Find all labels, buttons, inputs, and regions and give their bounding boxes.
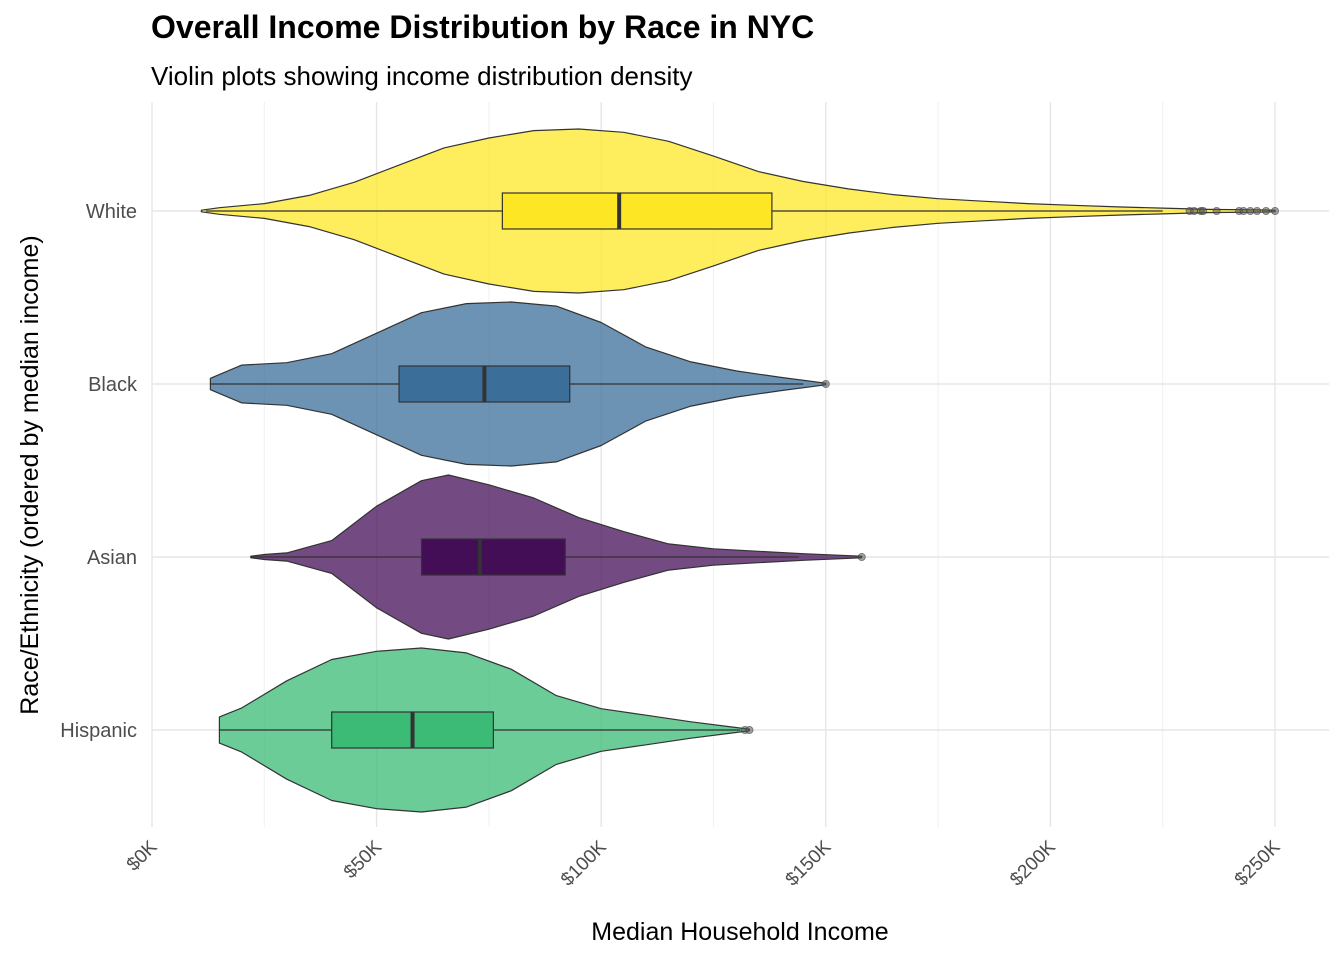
outlier-point bbox=[857, 553, 866, 562]
violin-group-black bbox=[209, 301, 830, 467]
outlier-point bbox=[1271, 206, 1280, 215]
y-axis-ticks: White Black Asian Hispanic bbox=[60, 201, 138, 742]
violin-group-hispanic bbox=[218, 647, 754, 813]
outlier-point bbox=[1253, 206, 1262, 215]
box bbox=[420, 538, 566, 576]
outlier-point bbox=[821, 379, 830, 388]
x-tick-label: $100K bbox=[557, 836, 611, 890]
chart-subtitle: Violin plots showing income distribution… bbox=[151, 61, 693, 91]
x-axis-title: Median Household Income bbox=[591, 918, 888, 946]
violins bbox=[200, 128, 1280, 813]
outlier-point bbox=[1246, 206, 1255, 215]
x-tick-label: $150K bbox=[782, 836, 836, 890]
y-tick-label: White bbox=[86, 201, 137, 223]
y-axis-title: Race/Ethnicity (ordered by median income… bbox=[16, 235, 44, 714]
outlier-point bbox=[1212, 206, 1221, 215]
box bbox=[501, 192, 773, 230]
x-tick-label: $0K bbox=[123, 836, 162, 875]
y-tick-label: Black bbox=[88, 374, 138, 396]
outlier-point bbox=[1262, 206, 1271, 215]
y-tick-label: Hispanic bbox=[60, 720, 137, 742]
x-tick-label: $200K bbox=[1006, 836, 1060, 890]
outlier-point bbox=[1239, 206, 1248, 215]
violin-group-asian bbox=[250, 474, 866, 640]
violin-group-white bbox=[200, 128, 1280, 294]
x-axis-ticks: $0K $50K $100K $150K $200K $250K bbox=[123, 836, 1285, 890]
x-tick-label: $250K bbox=[1231, 836, 1285, 890]
x-tick-label: $50K bbox=[340, 836, 386, 882]
outlier-point bbox=[745, 726, 754, 735]
y-tick-label: Asian bbox=[87, 547, 137, 569]
chart-title: Overall Income Distribution by Race in N… bbox=[151, 9, 815, 45]
outlier-point bbox=[1190, 206, 1199, 215]
outlier-point bbox=[1199, 206, 1208, 215]
